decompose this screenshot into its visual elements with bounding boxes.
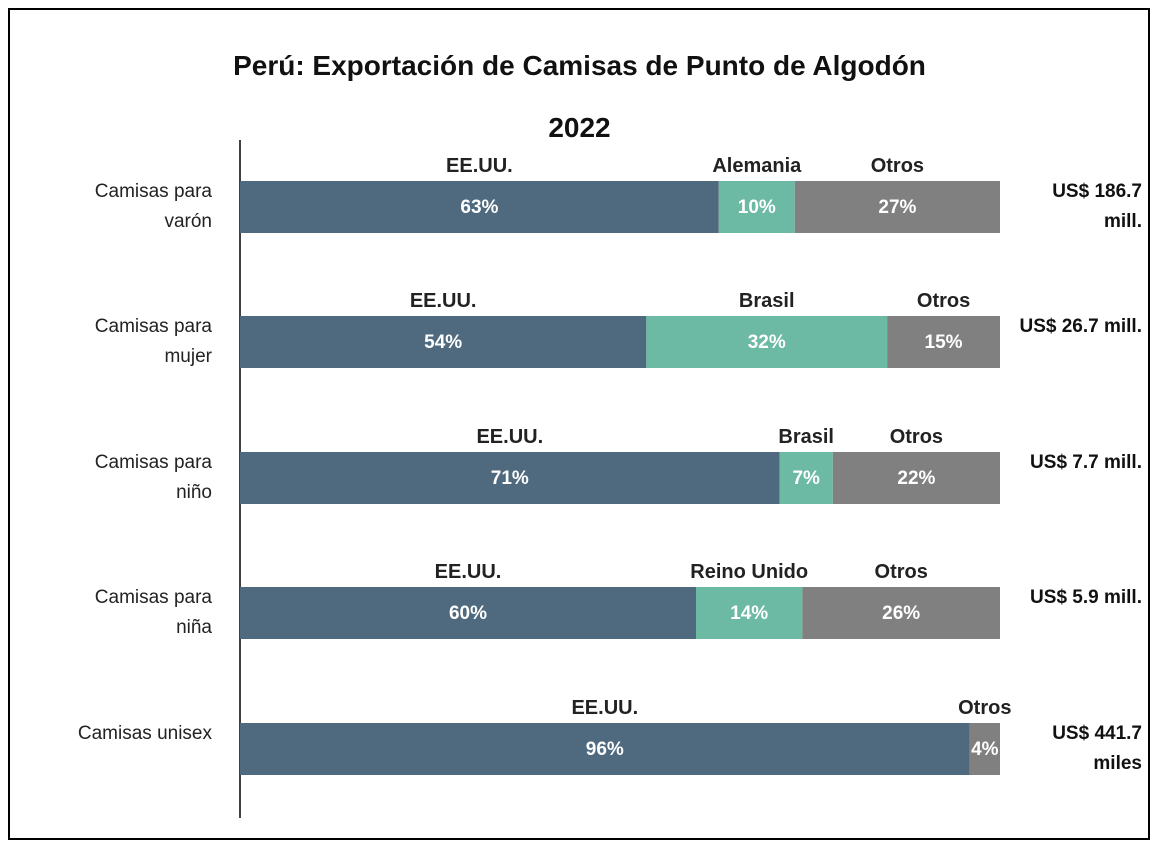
bar-segment — [696, 587, 803, 639]
bar-segment — [240, 452, 780, 504]
chart-title: Perú: Exportación de Camisas de Punto de… — [233, 50, 926, 81]
bar-segment — [240, 181, 719, 233]
bar-segment — [779, 452, 833, 504]
segment-name: Alemania — [712, 155, 802, 177]
value-label: 26% — [882, 603, 921, 624]
segment-name: EE.UU. — [446, 155, 513, 177]
bar-segment — [240, 316, 647, 368]
segment-name: Brasil — [738, 290, 795, 312]
value-label: 96% — [585, 739, 624, 760]
segment-name: EE.UU. — [571, 697, 639, 719]
value-label: 7% — [792, 468, 820, 489]
value-label: 32% — [747, 332, 786, 353]
value-label: 15% — [924, 332, 963, 353]
segment-name: Otros — [958, 697, 1012, 719]
chart-frame — [8, 8, 1150, 840]
bar-segment — [240, 723, 970, 775]
total-label: US$ 26.7 mill. — [1019, 316, 1142, 337]
value-label: 60% — [448, 603, 488, 624]
category-label: Camisas para mujer — [94, 316, 212, 367]
bar-segment — [794, 181, 1000, 233]
segment-name: Otros — [916, 290, 971, 312]
chart-subtitle: 2022 — [548, 112, 611, 143]
value-label: 71% — [490, 468, 529, 489]
value-label: 27% — [878, 197, 917, 218]
bar-segment — [802, 587, 1000, 639]
value-label: 4% — [971, 739, 999, 760]
segment-name: Otros — [874, 561, 928, 583]
value-label: 10% — [737, 197, 776, 218]
segment-name: Reino Unido — [690, 561, 809, 583]
segment-name: EE.UU. — [409, 290, 477, 312]
value-label: 14% — [730, 603, 769, 624]
bar-segment — [969, 723, 1000, 775]
segment-name: Otros — [870, 155, 925, 177]
total-label: US$ 5.9 mill. — [1030, 587, 1142, 608]
segment-name: EE.UU. — [434, 561, 502, 583]
bar-segment — [240, 587, 696, 639]
bar-segment — [887, 316, 1000, 368]
bar-segment — [832, 452, 1000, 504]
total-label: US$ 186.7 mill. — [1052, 181, 1142, 232]
bar-segment — [718, 181, 795, 233]
value-label: 63% — [460, 197, 499, 218]
total-label: US$ 441.7 miles — [1052, 723, 1142, 774]
category-label: Camisas unisex — [77, 723, 212, 744]
category-label: Camisas para varón — [94, 181, 212, 232]
segment-name: Otros — [889, 426, 944, 448]
category-label: Camisas para niño — [94, 452, 212, 503]
segment-name: Brasil — [778, 426, 834, 448]
bar-segment — [646, 316, 888, 368]
segment-name: EE.UU. — [476, 426, 544, 448]
value-label: 22% — [897, 468, 936, 489]
total-label: US$ 7.7 mill. — [1030, 452, 1142, 473]
value-label: 54% — [424, 332, 463, 353]
category-label: Camisas para niña — [94, 587, 212, 638]
